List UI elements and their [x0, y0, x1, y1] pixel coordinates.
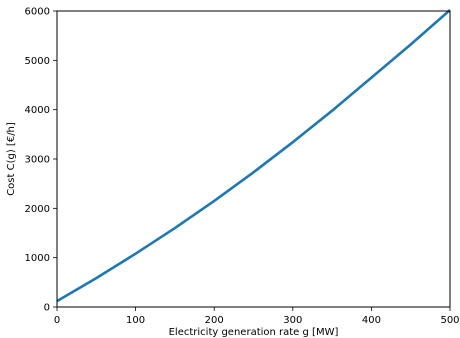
y-tick-label: 5000 [25, 56, 50, 67]
x-tick-label: 500 [440, 315, 459, 326]
y-tick-label: 2000 [25, 204, 50, 215]
x-tick-label: 100 [126, 315, 145, 326]
x-tick-label: 0 [54, 315, 60, 326]
y-axis-label: Cost C(g) [€/h] [6, 122, 17, 196]
y-axis: 0 1000 2000 3000 4000 5000 6000 [25, 7, 57, 314]
y-tick-label: 3000 [25, 155, 50, 166]
y-tick-label: 1000 [25, 253, 50, 264]
plot-area [56, 9, 451, 303]
axes-frame [56, 10, 451, 308]
y-tick-label: 6000 [25, 7, 50, 18]
x-axis: 0 100 200 300 400 500 [54, 307, 460, 326]
series-line-0 [56, 9, 451, 303]
x-tick-label: 400 [362, 315, 381, 326]
x-axis-label: Electricity generation rate g [MW] [169, 327, 339, 338]
y-tick-label: 0 [44, 303, 50, 314]
y-tick-label: 4000 [25, 105, 50, 116]
x-tick-label: 300 [283, 315, 302, 326]
x-tick-label: 200 [205, 315, 224, 326]
